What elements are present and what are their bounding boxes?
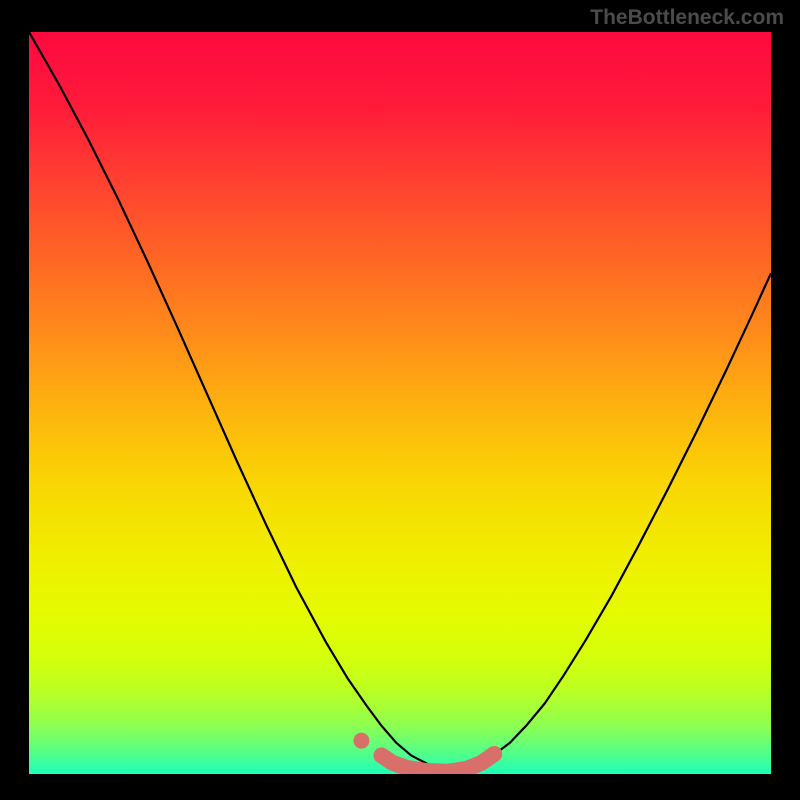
chart-frame: TheBottleneck.com: [0, 0, 800, 800]
gradient-background: [29, 32, 771, 774]
marker-dot: [353, 733, 369, 749]
watermark-text: TheBottleneck.com: [590, 6, 784, 30]
chart-svg: [29, 32, 771, 774]
plot-area: [29, 32, 771, 774]
